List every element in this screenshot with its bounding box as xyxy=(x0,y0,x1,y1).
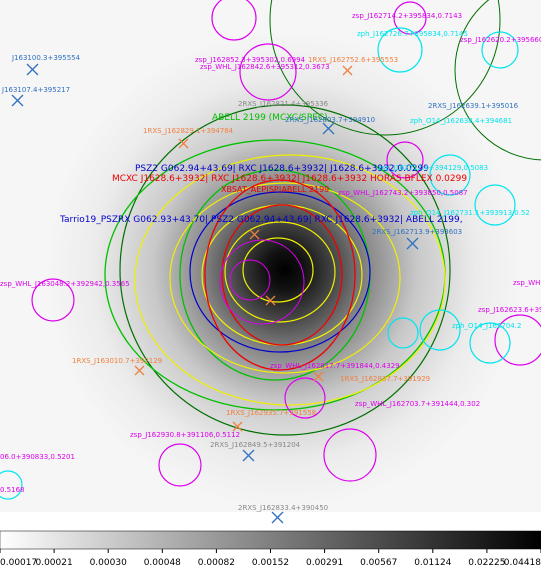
magenta-circle xyxy=(31,278,75,322)
label-rxs-top-b: 2RXS_J162821.4+395336 xyxy=(238,100,329,108)
label-rxs-center-low: 1RXS_J162837.7+391929 xyxy=(340,375,430,383)
colorbar-tick-label: 0.04418 xyxy=(504,558,541,568)
label-zsp-right-mid: zsp_J162623.6+392518 xyxy=(478,306,541,314)
red-ellipse xyxy=(204,179,356,371)
yellow-ellipse-4 xyxy=(224,221,336,323)
label-wide-top-3: zsp_J162620.2+395660 xyxy=(460,36,541,44)
large-region-circle xyxy=(269,0,501,136)
cluster-emission xyxy=(0,0,541,512)
label-zph-right-mid: zph_O14_J162704.2 xyxy=(452,322,521,330)
colorbar-tick-label: 0.00048 xyxy=(144,558,181,568)
colorbar-tick-label: 0.00152 xyxy=(252,558,289,568)
cyan-circle xyxy=(474,184,516,226)
label-whl-left: zsp_WHL_J163048.2+392942,0.3565 xyxy=(0,280,130,288)
label-rxs-2: J163107.4+395217 xyxy=(1,86,70,94)
cyan-circle xyxy=(429,154,471,196)
label-zph-right: zph_O14_J162638.4+394681 xyxy=(410,117,512,125)
label-psz2: PSZ2 G062.94+43.69| RXC J1628.6+3932| J1… xyxy=(135,164,429,174)
label-zsp-lower-left: zsp_J162930.8+391106,0.5112 xyxy=(130,431,240,439)
colorbar-tick-label: 0.00082 xyxy=(198,558,235,568)
magenta-circle xyxy=(386,141,424,179)
label-zph-mid-right: zsp_J162712.4+394129,0.5083 xyxy=(378,164,488,172)
yellow-ellipse-2 xyxy=(169,182,401,374)
label-rxs-right-mid: 2RXS_J162713.9+393603 xyxy=(372,228,462,236)
magenta-circle xyxy=(284,377,326,419)
cyan-circle xyxy=(0,470,23,500)
magenta-circle xyxy=(211,0,257,41)
label-whl-bottom-right: zsp_WHL_J162703.7+391444,0.302 xyxy=(355,400,480,408)
label-tarrio: Tarrio19_PSZRX G062.93+43.70| PSZ2 G062.… xyxy=(59,215,463,225)
magenta-center-circle xyxy=(219,239,305,325)
colorbar-tick-label: 0.00030 xyxy=(90,558,127,568)
abell-region-circle xyxy=(119,104,451,436)
label-zsp-left-low-2: 0.5168 xyxy=(0,486,25,494)
label-rxs-lower-2: 2RXS_J162849.5+391204 xyxy=(210,441,301,449)
colorbar-tick-label: 0.00567 xyxy=(360,558,397,568)
x-marker-orange xyxy=(134,65,353,432)
cyan-circle xyxy=(377,27,423,73)
label-whl-top-b: zsp_WHL_J162842.6+395312,0.3673 xyxy=(200,63,330,71)
yellow-ellipse-5 xyxy=(242,237,314,303)
magenta-circle xyxy=(158,443,202,487)
catalog-labels: zsp_J162714.2+395834,0.7143 zph_J162726.… xyxy=(0,12,541,512)
label-whl-mid-right: zsp_WHL_J162743.2+393850,0.5087 xyxy=(338,189,468,197)
label-wide-top-2: zph_J162726.7+395834,0.7145 xyxy=(357,30,468,38)
label-rxs-right: 2RXS_J162639.1+395016 xyxy=(428,102,519,110)
red-ellipse-2 xyxy=(221,204,343,346)
magenta-circle xyxy=(323,428,377,482)
cyan-circle xyxy=(419,309,461,351)
x-marker-steelblue xyxy=(11,63,419,524)
yellow-ellipse xyxy=(134,154,446,406)
large-region-circle-2 xyxy=(454,0,541,161)
label-abell: ABELL 2199 (MCXC/SPEC) xyxy=(212,113,328,123)
label-rxs-lower-1: 1RXS_J162935.7+391558 xyxy=(226,409,316,417)
label-rxs-1: J163100.3+395554 xyxy=(11,54,81,62)
label-rxs-center-top: 2RXS_J162803.7+394910 xyxy=(285,116,375,124)
cyan-circle xyxy=(387,317,419,349)
label-rxs-top: 1RXS_J162752.6+395553 xyxy=(308,56,398,64)
label-mcxc: MCXC J1628.6+3932| RXC J1628.6+3932| J16… xyxy=(112,174,467,184)
label-rxs-left-mid: 1RXS_J162829.1+394784 xyxy=(143,127,234,135)
magenta-center-circle-2 xyxy=(229,259,271,301)
magenta-circle xyxy=(393,1,427,35)
label-rxs-left-low: 1RXS_J163010.7+392129 xyxy=(72,357,162,365)
label-whl-top: zsp_J162852.3+395302,0.6994 xyxy=(195,56,306,64)
magenta-circle xyxy=(494,314,541,366)
colorbar-tick-label: 0.00017 xyxy=(0,558,37,568)
label-whl-bottom-center: zsp_WHL_J162817.7+391844,0.4329 xyxy=(270,362,400,370)
colorbar-tick-label: 0.02225 xyxy=(468,558,505,568)
colorbar-tick-label: 0.00291 xyxy=(306,558,343,568)
cyan-circle xyxy=(469,322,511,364)
label-zph-c: zph_O14_J162731.1+393913,0.52 xyxy=(410,209,530,217)
label-wide-top-1: zsp_J162714.2+395834,0.7143 xyxy=(352,12,462,20)
blue-ellipse xyxy=(189,191,371,353)
colorbar-gradient xyxy=(0,530,541,550)
cyan-circle xyxy=(481,31,519,69)
label-zsp-left-low-1: 06.0+390833,0.5201 xyxy=(0,453,75,461)
colorbar-tick-label: 0.00021 xyxy=(35,558,72,568)
label-zsp-right-edge: zsp_WHL xyxy=(513,279,541,287)
label-rxs-bottom: 2RXS_J162833.4+390450 xyxy=(238,504,328,512)
colorbar-tick-label: 0.01124 xyxy=(414,558,451,568)
magenta-circle xyxy=(239,43,297,101)
label-xbsat: XBSAT_AEP|SP|ABELL 2199 xyxy=(221,185,329,194)
